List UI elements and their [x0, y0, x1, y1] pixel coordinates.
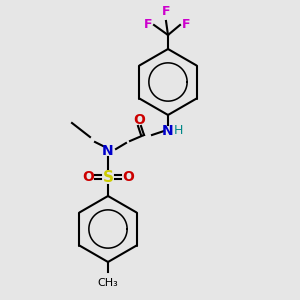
Text: N: N — [102, 144, 114, 158]
Text: CH₃: CH₃ — [98, 278, 118, 288]
Text: F: F — [162, 5, 170, 18]
Text: F: F — [182, 19, 190, 32]
Text: H: H — [173, 124, 183, 137]
Text: F: F — [143, 19, 152, 32]
Text: N: N — [162, 124, 174, 138]
Text: O: O — [122, 170, 134, 184]
Text: O: O — [82, 170, 94, 184]
Text: S: S — [103, 169, 113, 184]
Text: O: O — [133, 113, 145, 127]
